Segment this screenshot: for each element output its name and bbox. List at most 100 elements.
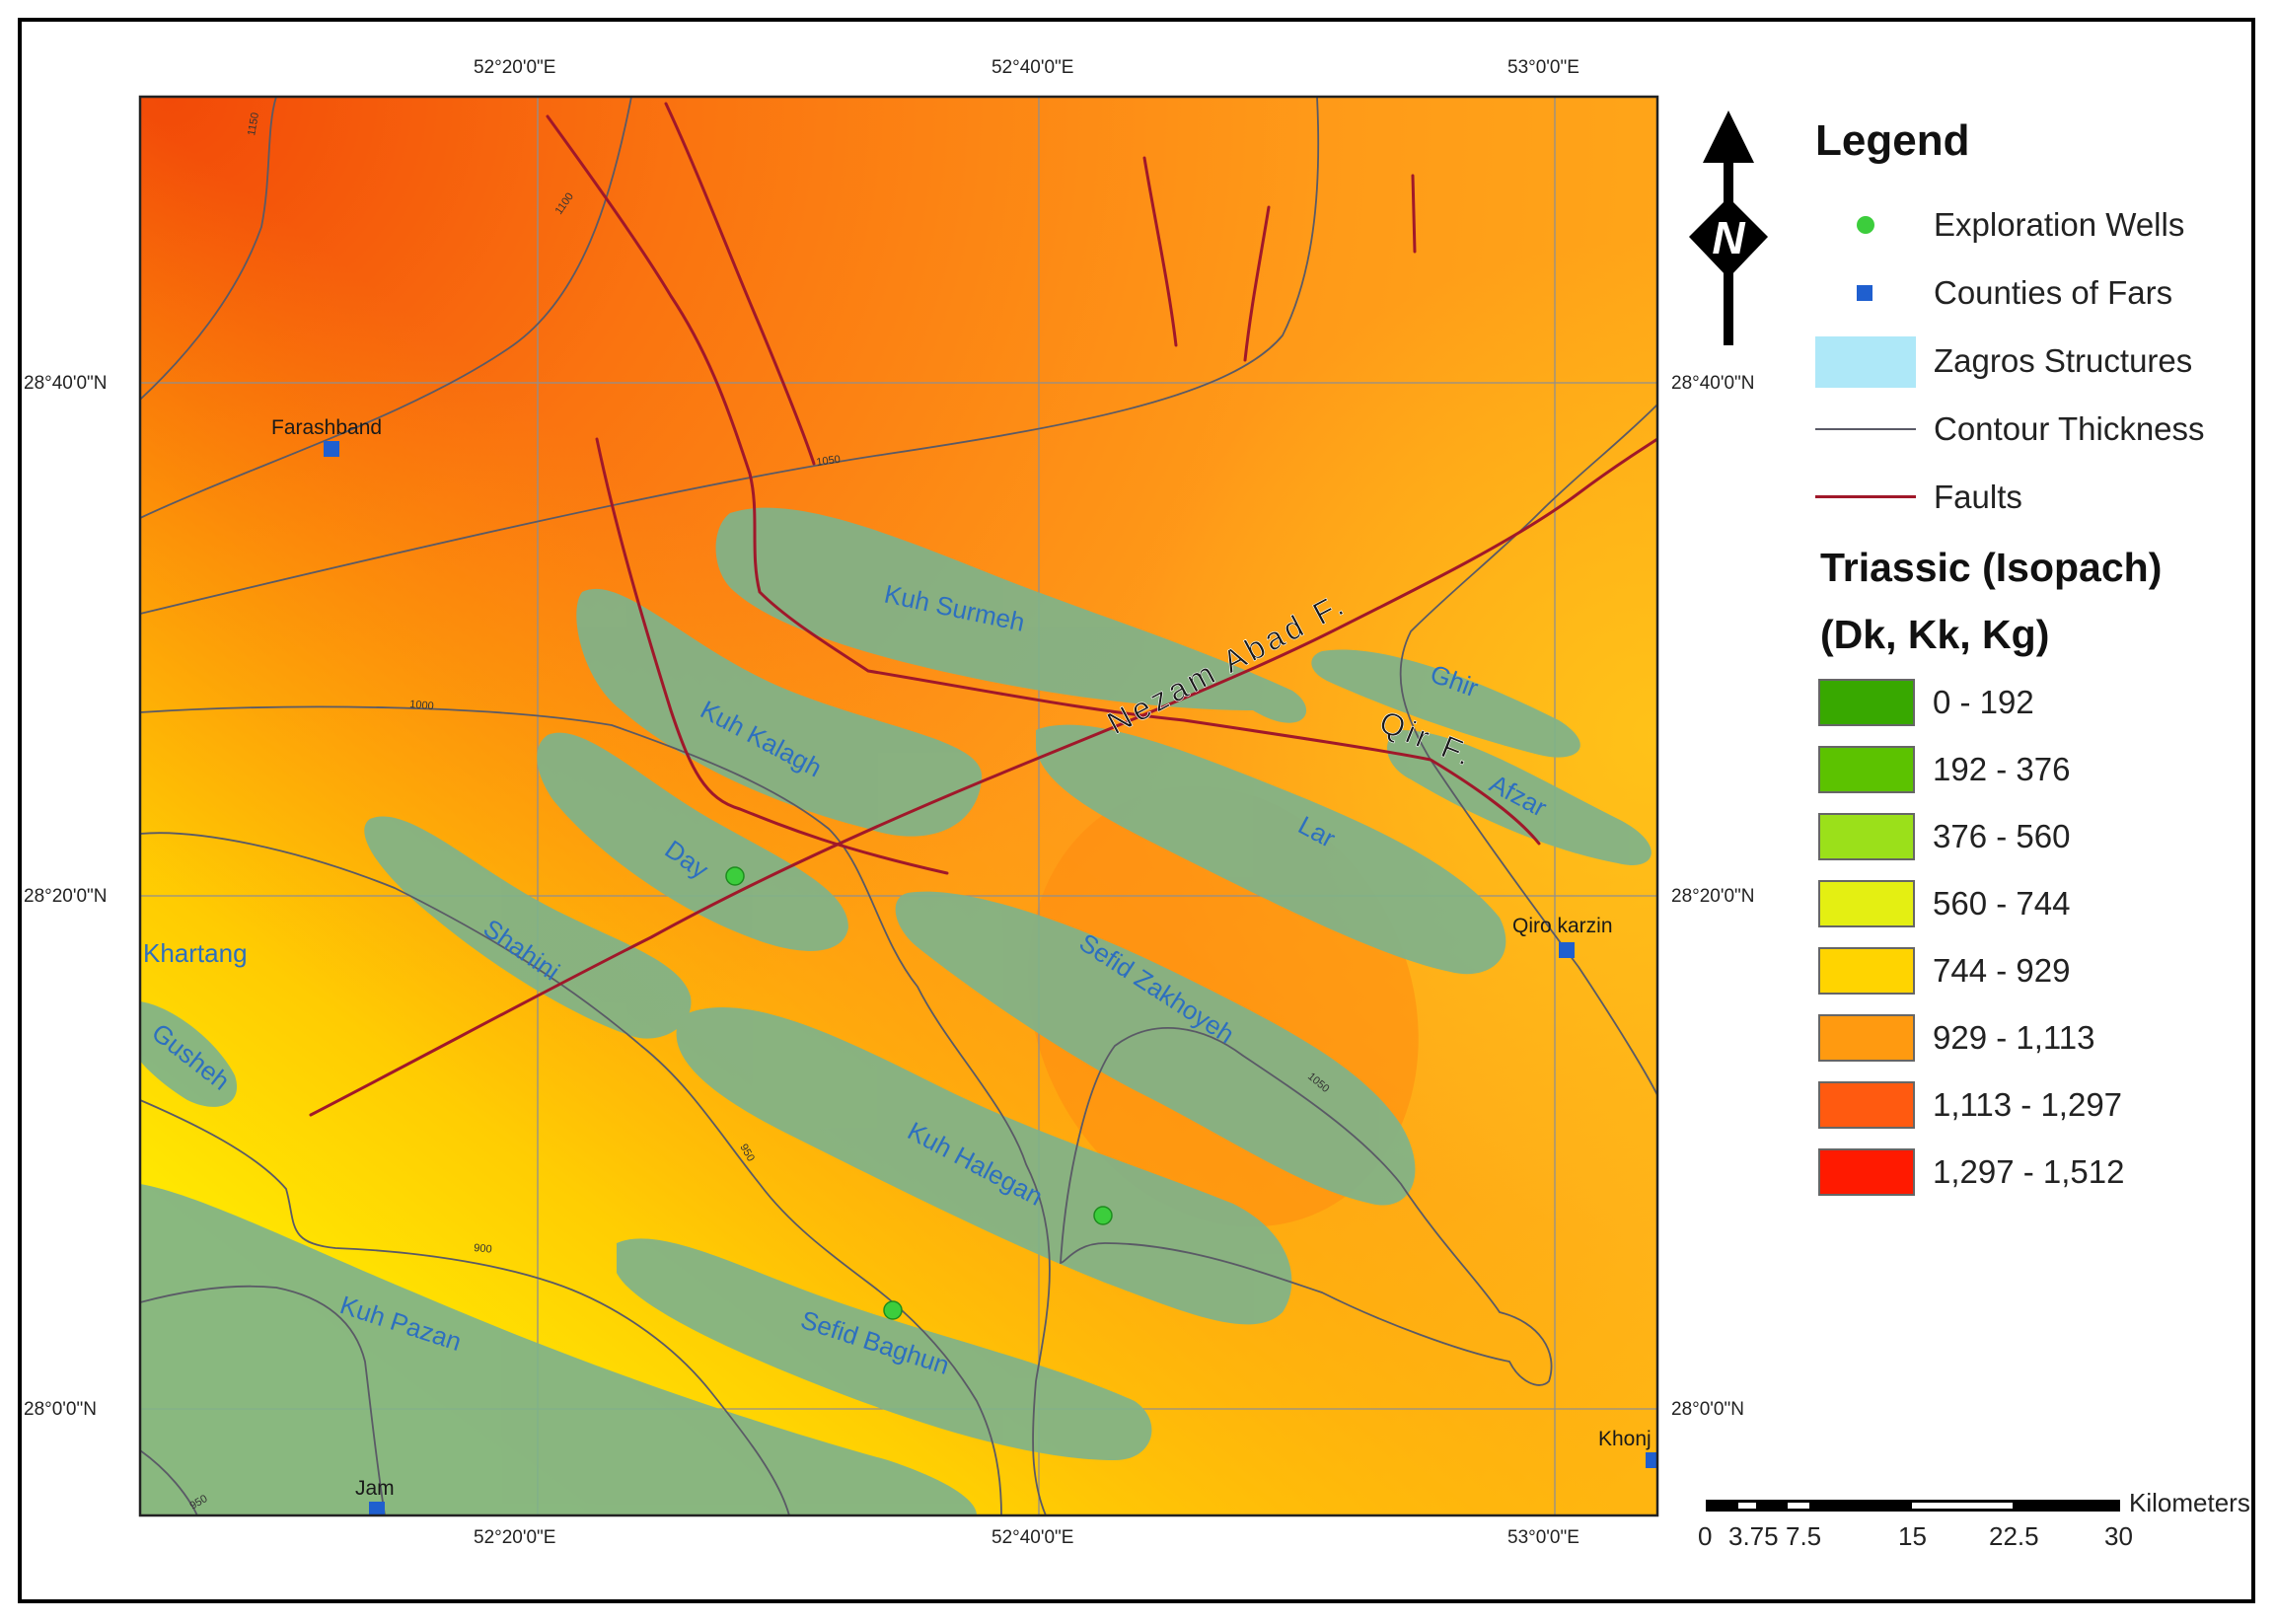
lon-label-top-2: 52°40'0"E <box>991 57 1074 78</box>
structure-afzar <box>1387 730 1652 865</box>
isopach-class-label: 929 - 1,113 <box>1933 1019 2095 1056</box>
north-arrow-letter: N <box>1712 212 1745 263</box>
lat-label-right-1: 28°40'0"N <box>1671 373 1755 394</box>
structure-day <box>537 732 848 951</box>
isopach-class-row: 1,113 - 1,297 <box>1818 1079 2122 1131</box>
structure-shahini <box>364 816 692 1039</box>
counties <box>324 441 1657 1515</box>
scale-tick-0: 0 <box>1698 1521 1713 1551</box>
legend-label-contour: Contour Thickness <box>1934 410 2205 447</box>
county-marker-farashband <box>324 441 339 457</box>
isopach-class-swatch <box>1818 679 1915 726</box>
isopach-class-swatch <box>1818 880 1915 927</box>
county-label-group: Farashband Qiro karzin Jam Khonj <box>271 416 1652 1500</box>
fault-nezam-abad <box>309 437 1657 1117</box>
label-khartang: Khartang <box>143 938 248 968</box>
isopach-class-swatch <box>1818 1148 1915 1196</box>
label-khonj: Khonj <box>1598 1428 1652 1450</box>
structure-kuh-pazan <box>140 1184 977 1515</box>
scale-tick-1: 3.75 <box>1728 1521 1779 1551</box>
isopach-class-row: 192 - 376 <box>1818 744 2070 795</box>
structure-ghir <box>1311 649 1580 758</box>
isopach-class-swatch <box>1818 1081 1915 1129</box>
lon-label-bottom-2: 52°40'0"E <box>991 1527 1074 1548</box>
isopach-class-label: 376 - 560 <box>1933 818 2071 854</box>
scale-unit: Kilometers <box>2129 1488 2250 1517</box>
isopach-class-swatch <box>1818 746 1915 793</box>
green-dot-icon <box>1813 195 1916 255</box>
well-marker <box>1093 1206 1113 1225</box>
light-blue-rect-icon <box>1813 332 1916 391</box>
isopach-subtitle: (Dk, Kk, Kg) <box>1820 612 2050 657</box>
isopach-class-swatch <box>1818 947 1915 995</box>
well-marker <box>883 1300 903 1320</box>
isopach-class-row: 744 - 929 <box>1818 945 2070 997</box>
county-marker-qiro-karzin <box>1559 942 1575 958</box>
blue-square-icon <box>1813 263 1916 323</box>
isopach-class-row: 560 - 744 <box>1818 878 2070 929</box>
legend-label-structures: Zagros Structures <box>1934 342 2193 379</box>
isopach-title: Triassic (Isopach) <box>1820 545 2163 590</box>
contour-label-1050: 1050 <box>816 454 842 469</box>
isopach-class-label: 0 - 192 <box>1933 684 2034 720</box>
scale-bar <box>1706 1500 2120 1512</box>
legend-title: Legend <box>1815 116 1970 165</box>
well-marker <box>725 866 745 886</box>
legend-item-wells: Exploration Wells <box>1813 195 2184 255</box>
isopach-class-swatch <box>1818 813 1915 860</box>
label-farashband: Farashband <box>271 416 382 439</box>
lon-label-bottom-3: 53°0'0"E <box>1507 1527 1579 1548</box>
isopach-class-label: 1,113 - 1,297 <box>1933 1086 2123 1123</box>
legend-item-faults: Faults <box>1813 468 2022 527</box>
county-marker-jam <box>369 1502 385 1515</box>
lon-label-bottom-1: 52°20'0"E <box>474 1527 556 1548</box>
isopach-class-row: 1,297 - 1,512 <box>1818 1146 2125 1198</box>
lat-label-left-2: 28°20'0"N <box>24 886 108 907</box>
legend-label-wells: Exploration Wells <box>1934 206 2185 243</box>
contour-label-1150: 1150 <box>246 111 261 136</box>
isopach-class-row: 929 - 1,113 <box>1818 1012 2095 1064</box>
fault-lines <box>309 102 1657 1117</box>
structure-kuh-surmeh <box>715 507 1307 723</box>
contour-label-900: 900 <box>474 1242 492 1256</box>
zagros-structures <box>140 507 1652 1515</box>
contour-label-1000: 1000 <box>409 699 434 712</box>
legend-item-structures: Zagros Structures <box>1813 332 2192 391</box>
isopach-class-label: 560 - 744 <box>1933 885 2071 922</box>
isopach-class-row: 0 - 192 <box>1818 677 2034 728</box>
legend-label-counties: Counties of Fars <box>1934 274 2173 311</box>
exploration-wells <box>725 866 1113 1320</box>
map-border <box>138 95 1659 1517</box>
legend-item-contour: Contour Thickness <box>1813 400 2205 459</box>
lon-label-top-1: 52°20'0"E <box>474 57 556 78</box>
label-qiro-karzin: Qiro karzin <box>1512 915 1613 937</box>
structure-sefid-zakhoyeh <box>895 891 1416 1206</box>
scale-tick-4: 22.5 <box>1989 1521 2039 1551</box>
lat-label-right-2: 28°20'0"N <box>1671 886 1755 907</box>
county-marker-khonj <box>1646 1452 1657 1468</box>
scale-tick-3: 15 <box>1898 1521 1927 1551</box>
isopach-class-row: 376 - 560 <box>1818 811 2070 862</box>
lat-label-right-3: 28°0'0"N <box>1671 1399 1744 1420</box>
structure-gusheh <box>140 1001 238 1107</box>
structure-kuh-kalagh <box>576 588 983 837</box>
lat-label-left-3: 28°0'0"N <box>24 1399 97 1420</box>
isopach-class-label: 192 - 376 <box>1933 751 2071 787</box>
red-line-icon <box>1813 468 1916 527</box>
isopach-class-label: 744 - 929 <box>1933 952 2071 989</box>
structure-lar <box>1036 724 1506 975</box>
north-arrow: N <box>1689 111 1768 345</box>
gray-line-icon <box>1813 400 1916 459</box>
lat-label-left-1: 28°40'0"N <box>24 373 108 394</box>
scale-tick-5: 30 <box>2104 1521 2133 1551</box>
scale-tick-2: 7.5 <box>1786 1521 1822 1551</box>
legend-label-faults: Faults <box>1934 479 2022 515</box>
legend-item-counties: Counties of Fars <box>1813 263 2172 323</box>
lon-label-top-3: 53°0'0"E <box>1507 57 1579 78</box>
isopach-class-swatch <box>1818 1014 1915 1062</box>
map-frame <box>18 18 2255 1603</box>
label-jam: Jam <box>355 1477 395 1500</box>
isopach-class-label: 1,297 - 1,512 <box>1933 1153 2125 1190</box>
structure-sefid-baghun <box>617 1238 1152 1460</box>
